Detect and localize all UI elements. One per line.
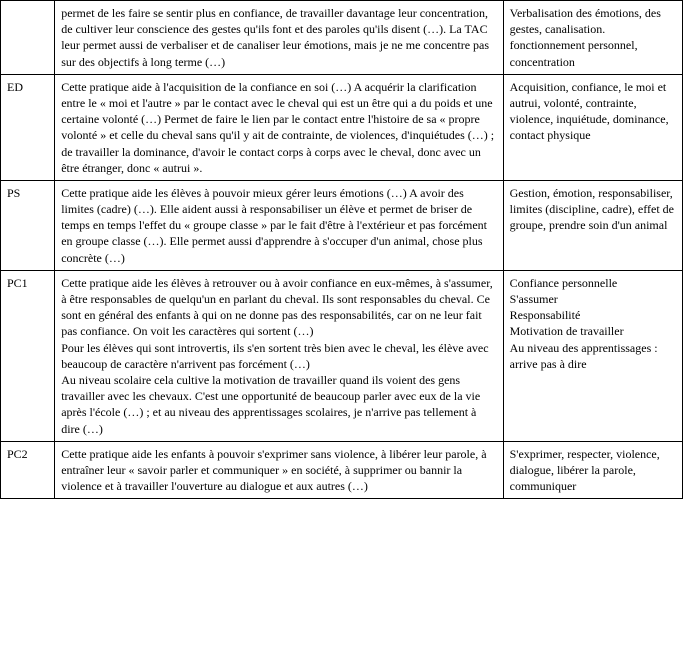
keywords-cell: Gestion, émotion, responsabiliser, limit… [503, 180, 682, 270]
code-cell [1, 1, 55, 75]
description-cell: Cette pratique aide les enfants à pouvoi… [55, 441, 503, 499]
code-cell: ED [1, 74, 55, 180]
keywords-cell: Acquisition, confiance, le moi et autrui… [503, 74, 682, 180]
table-row: PSCette pratique aide les élèves à pouvo… [1, 180, 683, 270]
description-cell: Cette pratique aide les élèves à retrouv… [55, 270, 503, 441]
code-cell: PC1 [1, 270, 55, 441]
keywords-cell: Verbalisation des émotions, des gestes, … [503, 1, 682, 75]
table-row: EDCette pratique aide à l'acquisition de… [1, 74, 683, 180]
table-row: permet de les faire se sentir plus en co… [1, 1, 683, 75]
keywords-cell: S'exprimer, respecter, violence, dialogu… [503, 441, 682, 499]
description-cell: Cette pratique aide les élèves à pouvoir… [55, 180, 503, 270]
code-cell: PS [1, 180, 55, 270]
description-cell: Cette pratique aide à l'acquisition de l… [55, 74, 503, 180]
keywords-cell: Confiance personnelleS'assumerResponsabi… [503, 270, 682, 441]
data-table: permet de les faire se sentir plus en co… [0, 0, 683, 499]
description-cell: permet de les faire se sentir plus en co… [55, 1, 503, 75]
code-cell: PC2 [1, 441, 55, 499]
table-row: PC2Cette pratique aide les enfants à pou… [1, 441, 683, 499]
table-row: PC1Cette pratique aide les élèves à retr… [1, 270, 683, 441]
